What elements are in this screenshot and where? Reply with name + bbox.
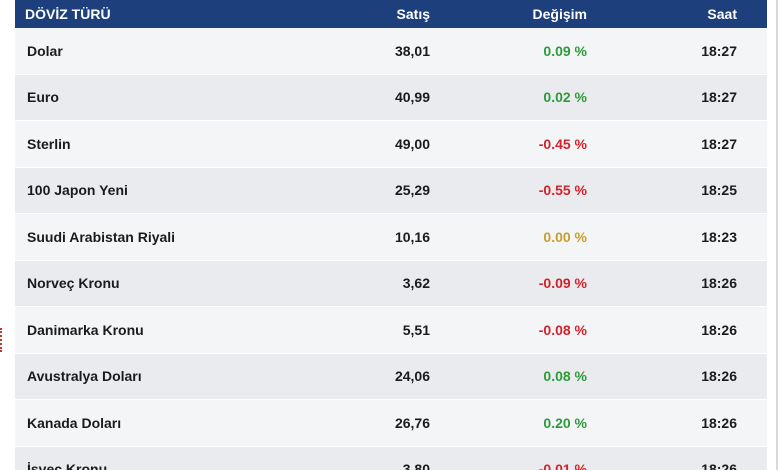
table-row[interactable]: Kanada Doları 26,76 0.20 % 18:26 (15, 400, 767, 447)
update-time: 18:27 (701, 89, 737, 106)
sell-price: 49,00 (394, 135, 430, 152)
sell-price: 40,99 (394, 89, 430, 106)
edge-marker (0, 328, 5, 352)
currency-name: Danimarka Kronu (27, 321, 144, 338)
change-percent: 0.08 % (543, 368, 587, 385)
table-row[interactable]: Suudi Arabistan Riyali 10,16 0.00 % 18:23 (15, 214, 767, 261)
change-percent: 0.09 % (543, 42, 587, 59)
header-sell[interactable]: Satış (396, 6, 430, 22)
sell-price: 26,76 (394, 414, 430, 431)
table-row[interactable]: Dolar 38,01 0.09 % 18:27 (15, 28, 767, 75)
currency-name: İsveç Kronu (27, 461, 108, 470)
change-percent: -0.08 % (538, 321, 587, 338)
table-body: Dolar 38,01 0.09 % 18:27 Euro 40,99 0.02 % 18:2… (15, 28, 767, 470)
table-header: DÖVİZ TÜRÜ Satış Değişim Saat (15, 0, 767, 28)
table-row[interactable]: 100 Japon Yeni 25,29 -0.55 % 18:25 (15, 167, 767, 214)
currency-name: Dolar (27, 42, 63, 59)
sell-price: 25,29 (394, 182, 430, 199)
update-time: 18:27 (701, 135, 737, 152)
update-time: 18:23 (701, 228, 737, 245)
update-time: 18:26 (701, 461, 737, 470)
sell-price: 38,01 (394, 42, 430, 59)
change-percent: -0.09 % (538, 275, 587, 292)
change-percent: 0.20 % (543, 414, 587, 431)
currency-name: 100 Japon Yeni (27, 182, 128, 199)
update-time: 18:26 (701, 414, 737, 431)
currency-name: Suudi Arabistan Riyali (27, 228, 176, 245)
change-percent: -0.45 % (538, 135, 587, 152)
header-time[interactable]: Saat (707, 6, 737, 22)
change-percent: -0.01 % (538, 461, 587, 470)
update-time: 18:25 (701, 182, 737, 199)
table-row[interactable]: Sterlin 49,00 -0.45 % 18:27 (15, 121, 767, 168)
change-percent: 0.02 % (543, 89, 587, 106)
table-row[interactable]: Avustralya Doları 24,06 0.08 % 18:26 (15, 353, 767, 400)
change-percent: -0.55 % (538, 182, 587, 199)
header-currency-type[interactable]: DÖVİZ TÜRÜ (25, 6, 111, 22)
change-percent: 0.00 % (543, 228, 587, 245)
sell-price: 10,16 (394, 228, 430, 245)
table-row[interactable]: Norveç Kronu 3,62 -0.09 % 18:26 (15, 260, 767, 307)
sell-price: 3,80 (402, 461, 430, 470)
currency-name: Sterlin (27, 135, 71, 152)
update-time: 18:27 (701, 42, 737, 59)
sell-price: 24,06 (394, 368, 430, 385)
update-time: 18:26 (701, 368, 737, 385)
table-row[interactable]: İsveç Kronu 3,80 -0.01 % 18:26 (15, 446, 767, 470)
sell-price: 3,62 (402, 275, 430, 292)
table-row[interactable]: Danimarka Kronu 5,51 -0.08 % 18:26 (15, 307, 767, 354)
update-time: 18:26 (701, 321, 737, 338)
sell-price: 5,51 (402, 321, 430, 338)
currency-name: Kanada Doları (27, 414, 122, 431)
header-change[interactable]: Değişim (532, 6, 587, 22)
currency-name: Avustralya Doları (27, 368, 142, 385)
scrollbar-track[interactable] (776, 0, 778, 470)
currency-name: Euro (27, 89, 59, 106)
table-row[interactable]: Euro 40,99 0.02 % 18:27 (15, 74, 767, 121)
update-time: 18:26 (701, 275, 737, 292)
currency-name: Norveç Kronu (27, 275, 120, 292)
currency-table: DÖVİZ TÜRÜ Satış Değişim Saat Dolar 38,01… (15, 0, 767, 470)
